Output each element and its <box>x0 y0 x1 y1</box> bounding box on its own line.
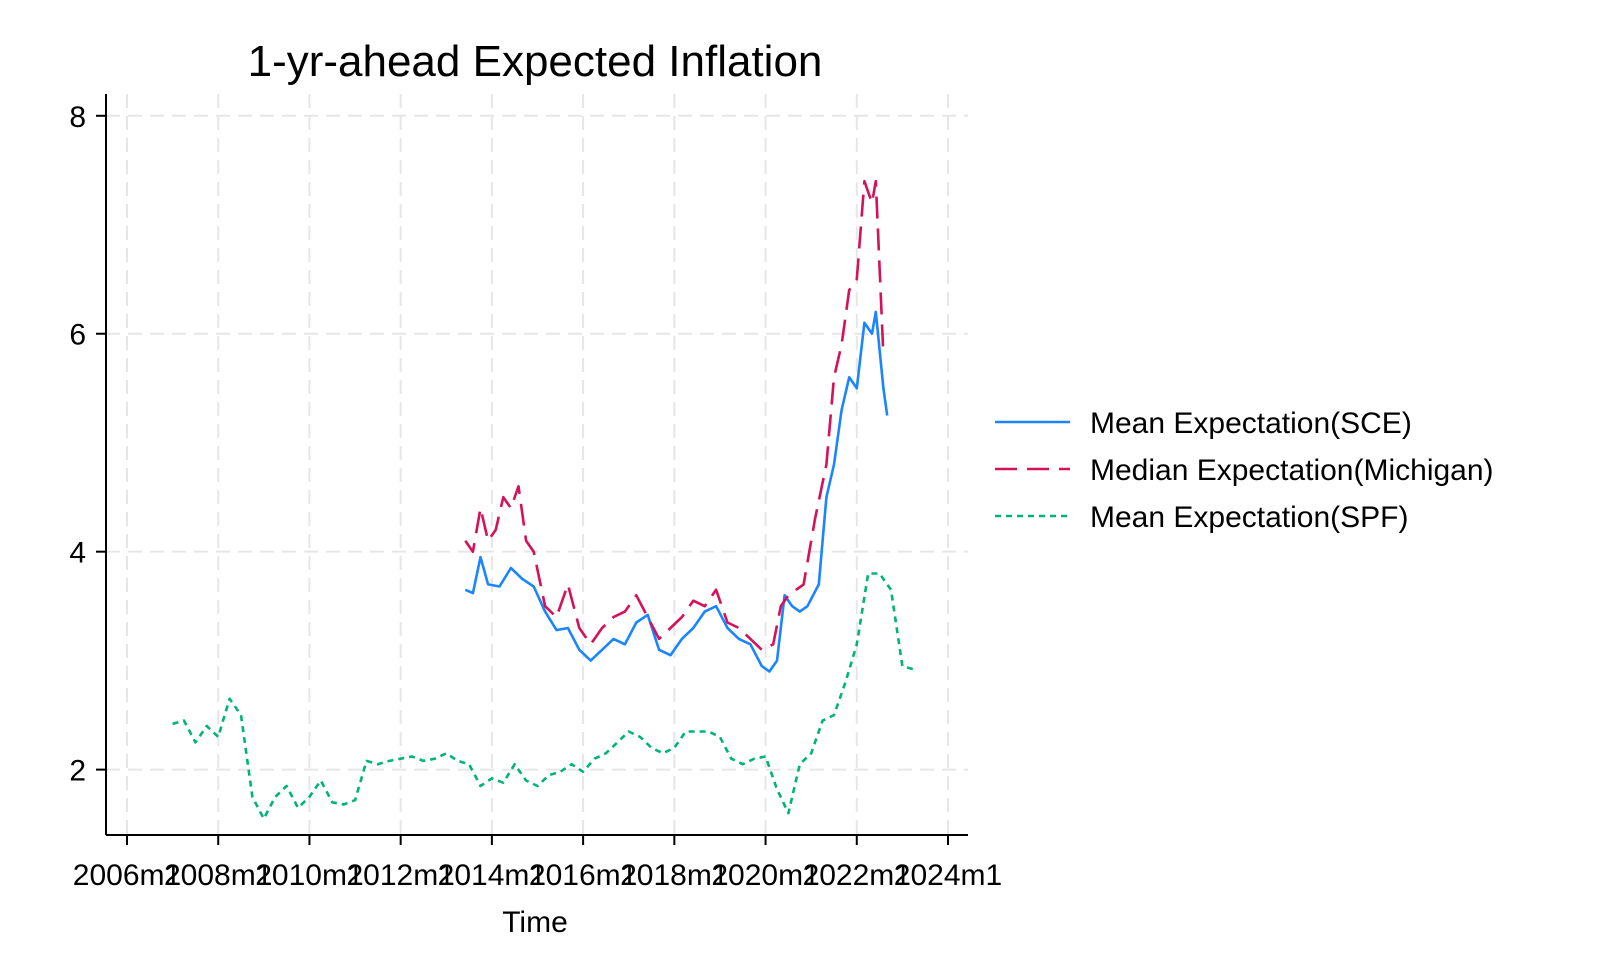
series-line-sce <box>464 310 889 673</box>
x-tick-label-0: 2006m1 <box>73 859 181 892</box>
y-tick-label-3: 8 <box>69 101 86 134</box>
chart-title: 1-yr-ahead Expected Inflation <box>248 37 823 86</box>
axes <box>96 94 968 845</box>
series-lines <box>172 179 915 820</box>
x-tick-label-4: 2014m1 <box>438 859 546 892</box>
grid-lines <box>106 94 968 835</box>
series-line-michigan <box>464 179 885 652</box>
series-line-spf <box>172 572 915 820</box>
legend: Mean Expectation(SCE) Median Expectation(… <box>995 407 1494 534</box>
x-tick-label-1: 2008m1 <box>164 859 272 892</box>
y-tick-label-2: 6 <box>69 319 86 352</box>
y-tick-label-1: 4 <box>69 537 86 570</box>
x-tick-label-9: 2024m1 <box>894 859 1002 892</box>
x-tick-label-7: 2020m1 <box>711 859 819 892</box>
x-tick-label-6: 2018m1 <box>620 859 728 892</box>
tick-labels: 2 4 6 8 2006m12008m12010m12012m12014m12016m1… <box>69 101 1002 892</box>
x-axis-title: Time <box>502 906 568 939</box>
x-tick-label-5: 2016m1 <box>529 859 637 892</box>
legend-label-sce: Mean Expectation(SCE) <box>1090 407 1412 440</box>
legend-label-spf: Mean Expectation(SPF) <box>1090 501 1408 534</box>
x-tick-label-2: 2010m1 <box>255 859 363 892</box>
x-tick-label-3: 2012m1 <box>346 859 454 892</box>
x-tick-label-8: 2022m1 <box>803 859 911 892</box>
legend-label-michigan: Median Expectation(Michigan) <box>1090 454 1494 487</box>
y-tick-label-0: 2 <box>69 755 86 788</box>
